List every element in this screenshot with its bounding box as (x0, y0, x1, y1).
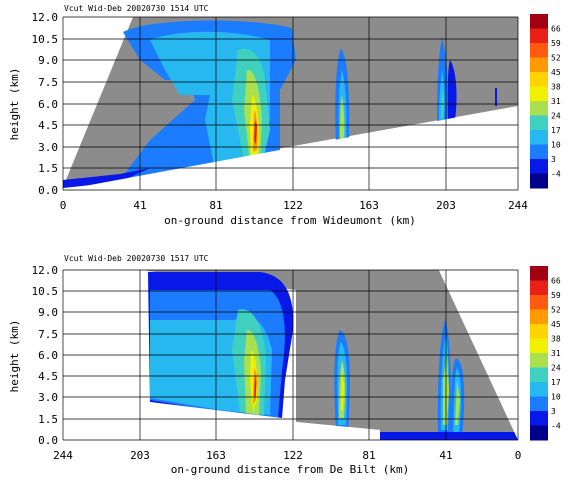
panel-2-y-axis-label: height (km) (8, 320, 21, 393)
panel-1-title: Vcut Wid-Deb 20020730 1514 UTC (64, 4, 209, 13)
x-tick-label: 0 (515, 449, 522, 462)
x-tick-label: 41 (439, 449, 452, 462)
colorbar-swatch (530, 57, 548, 73)
y-tick-label: 1.5 (38, 162, 58, 175)
colorbar-label: 10 (551, 393, 561, 402)
y-tick-label: 7.5 (38, 328, 58, 341)
y-tick-label: 12.0 (32, 11, 59, 24)
colorbar-label: 38 (551, 83, 561, 92)
y-tick-label: 6.0 (38, 349, 58, 362)
colorbar-swatch (530, 295, 548, 310)
panel-2-colorbar: 66 59 52 45 38 31 24 17 10 3 -4 (530, 266, 561, 441)
y-tick-label: 10.5 (32, 33, 59, 46)
y-tick-label: 1.5 (38, 413, 58, 426)
x-tick-label: 203 (436, 199, 456, 212)
colorbar-label: 10 (551, 141, 561, 150)
y-tick-label: 9.0 (38, 54, 58, 67)
colorbar-swatch (530, 159, 548, 174)
panel-1-y-axis-label: height (km) (8, 68, 21, 141)
x-tick-label: 122 (283, 199, 303, 212)
x-tick-label: 244 (53, 449, 73, 462)
colorbar-swatch (530, 130, 548, 145)
colorbar-label: 45 (551, 320, 561, 329)
y-tick-label: 3.0 (38, 141, 58, 154)
colorbar-label: 31 (551, 349, 561, 358)
colorbar-label: -4 (551, 170, 561, 179)
panel-1-x-axis-label: on-ground distance from Wideumont (km) (164, 214, 416, 227)
colorbar-swatch (530, 280, 548, 296)
colorbar-swatch (530, 367, 548, 383)
colorbar-swatch (530, 173, 548, 189)
panel-1-y-ticks: 12.0 10.5 9.0 7.5 6.0 4.5 3.0 1.5 0.0 (32, 11, 59, 197)
colorbar-label: 24 (551, 112, 561, 121)
colorbar-swatch (530, 425, 548, 441)
y-tick-label: 4.5 (38, 119, 58, 132)
colorbar-swatch (530, 338, 548, 354)
panel-2-x-ticks: 244 203 163 122 81 41 0 (53, 449, 521, 462)
colorbar-swatch (530, 324, 548, 339)
colorbar-label: 3 (551, 155, 556, 164)
colorbar-label: 59 (551, 39, 561, 48)
panel-1-grid (62, 16, 519, 191)
colorbar-label: 17 (551, 378, 561, 387)
x-tick-label: 163 (359, 199, 379, 212)
y-tick-label: 6.0 (38, 98, 58, 111)
colorbar-swatch (530, 396, 548, 412)
panel-2-x-axis-label: on-ground distance from De Bilt (km) (171, 463, 409, 476)
colorbar-swatch (530, 101, 548, 116)
colorbar-label: 38 (551, 335, 561, 344)
colorbar-swatch (530, 411, 548, 426)
colorbar-swatch (530, 144, 548, 160)
colorbar-label: -4 (551, 422, 561, 431)
colorbar-label: 66 (551, 277, 561, 286)
colorbar-swatch (530, 86, 548, 102)
panel-2-y-ticks: 12.0 10.5 9.0 7.5 6.0 4.5 3.0 1.5 0.0 (32, 264, 59, 447)
x-tick-label: 203 (130, 449, 150, 462)
y-tick-label: 4.5 (38, 370, 58, 383)
panel-2-grid (62, 269, 519, 441)
colorbar-swatch (530, 266, 548, 281)
y-tick-label: 7.5 (38, 76, 58, 89)
colorbar-label: 59 (551, 291, 561, 300)
x-tick-label: 81 (362, 449, 375, 462)
panel-1-plot-area (63, 17, 518, 190)
y-tick-label: 10.5 (32, 285, 59, 298)
panel-2-plot-area (63, 264, 518, 440)
colorbar-label: 17 (551, 126, 561, 135)
y-tick-label: 0.0 (38, 184, 58, 197)
x-tick-label: 41 (133, 199, 146, 212)
colorbar-swatch (530, 14, 548, 29)
x-tick-label: 0 (60, 199, 67, 212)
panel-1-colorbar: 66 59 52 45 38 31 24 17 10 3 -4 (530, 14, 561, 189)
y-tick-label: 3.0 (38, 391, 58, 404)
panel-1: Vcut Wid-Deb 20020730 1514 UTC (8, 4, 561, 227)
colorbar-swatch (530, 72, 548, 87)
x-tick-label: 122 (283, 449, 303, 462)
y-tick-label: 0.0 (38, 434, 58, 447)
panel-2: Vcut Wid-Deb 20020730 1517 UTC (8, 254, 561, 476)
colorbar-swatch (530, 353, 548, 368)
colorbar-swatch (530, 43, 548, 58)
colorbar-swatch (530, 28, 548, 44)
panel-1-x-ticks: 0 41 81 122 163 203 244 (60, 199, 529, 212)
colorbar-label: 45 (551, 68, 561, 77)
colorbar-swatch (530, 309, 548, 325)
colorbar-label: 31 (551, 97, 561, 106)
y-tick-label: 12.0 (32, 264, 59, 277)
colorbar-label: 66 (551, 25, 561, 34)
colorbar-label: 24 (551, 364, 561, 373)
colorbar-label: 52 (551, 306, 561, 315)
x-tick-label: 244 (508, 199, 528, 212)
y-tick-label: 9.0 (38, 306, 58, 319)
colorbar-label: 52 (551, 54, 561, 63)
x-tick-label: 163 (206, 449, 226, 462)
colorbar-swatch (530, 115, 548, 131)
x-tick-label: 81 (209, 199, 222, 212)
colorbar-swatch (530, 382, 548, 397)
panel-2-title: Vcut Wid-Deb 20020730 1517 UTC (64, 254, 209, 263)
colorbar-label: 3 (551, 407, 556, 416)
